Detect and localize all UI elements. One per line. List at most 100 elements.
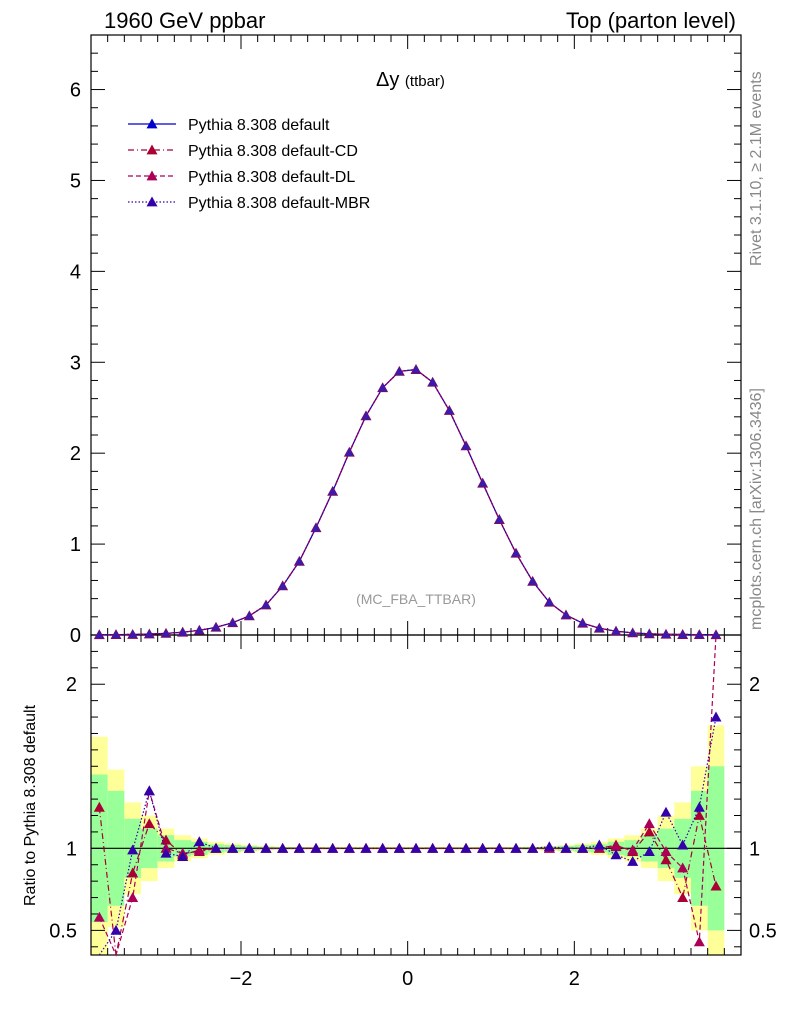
ratio-data-point xyxy=(710,880,722,891)
ratio-data-point xyxy=(427,842,439,853)
ratio-data-point xyxy=(143,785,155,796)
legend-marker xyxy=(146,118,158,129)
header-left: 1960 GeV ppbar xyxy=(104,8,266,33)
main-data-point xyxy=(211,622,221,631)
ratio-data-point xyxy=(693,936,705,947)
main-data-point xyxy=(494,515,504,524)
legend-entry-label: Pythia 8.308 default xyxy=(188,117,330,134)
main-data-point xyxy=(111,630,121,639)
main-data-point xyxy=(644,629,654,638)
main-data-point xyxy=(478,478,488,487)
main-data-point xyxy=(661,629,671,638)
main-data-point xyxy=(261,600,271,609)
ratio-data-point xyxy=(127,844,139,855)
ratio-data-point xyxy=(160,847,172,858)
main-y-tick-label: 5 xyxy=(70,170,81,192)
ratio-data-point xyxy=(243,842,255,853)
legend-entry-label: Pythia 8.308 default-CD xyxy=(188,143,358,160)
main-data-point xyxy=(244,611,254,620)
main-data-point xyxy=(178,627,188,636)
main-data-point xyxy=(94,630,104,639)
ratio-series-line xyxy=(98,634,717,957)
main-y-tick-label: 4 xyxy=(70,261,81,283)
ratio-data-point xyxy=(643,846,655,857)
main-data-point xyxy=(378,383,388,392)
main-y-tick-label: 1 xyxy=(70,534,81,556)
main-y-tick-label: 2 xyxy=(70,443,81,465)
main-data-point xyxy=(411,365,421,374)
analysis-watermark: (MC_FBA_TTBAR) xyxy=(356,591,476,607)
ratio-data-point xyxy=(343,842,355,853)
ratio-data-point xyxy=(93,801,105,812)
ratio-data-point xyxy=(227,842,239,853)
main-y-tick-label: 3 xyxy=(70,352,81,374)
ratio-data-point xyxy=(93,911,105,922)
chart-title: Δy (ttbar) xyxy=(376,69,445,91)
main-data-point xyxy=(628,628,638,637)
main-data-point xyxy=(528,576,538,585)
ratio-data-point xyxy=(277,842,289,853)
ratio-data-point xyxy=(693,810,705,820)
main-data-point xyxy=(294,556,304,565)
main-data-point xyxy=(444,405,454,415)
ratio-data-point xyxy=(293,842,305,853)
main-data-point xyxy=(578,618,588,627)
ratio-data-point xyxy=(527,842,539,853)
ratio-x-tick-label: 2 xyxy=(569,968,580,990)
ratio-data-point xyxy=(677,892,689,902)
main-y-tick-label: 6 xyxy=(70,80,81,102)
main-data-point xyxy=(344,447,354,456)
main-data-point xyxy=(228,618,238,627)
ratio-data-point xyxy=(710,711,722,722)
ratio-data-point xyxy=(260,842,272,853)
ratio-data-point xyxy=(493,842,505,853)
header-right: Top (parton level) xyxy=(566,8,736,33)
ratio-x-tick-label: 0 xyxy=(402,968,413,990)
main-data-point xyxy=(194,625,204,634)
ratio-data-point xyxy=(643,818,655,829)
ratio-data-point xyxy=(677,862,689,873)
ratio-data-point xyxy=(610,841,622,852)
ratio-data-point xyxy=(177,851,189,861)
ratio-data-point xyxy=(360,842,372,853)
ratio-data-point xyxy=(477,842,489,853)
ratio-series-line xyxy=(98,807,717,956)
ratio-y-tick-label-right: 2 xyxy=(749,674,760,696)
ratio-data-point xyxy=(143,818,155,829)
main-data-point xyxy=(278,581,288,590)
ratio-data-point xyxy=(193,836,205,847)
ratio-y-tick-label-left: 2 xyxy=(66,674,77,696)
ratio-data-point xyxy=(577,842,589,853)
ratio-y-tick-label-right: 0.5 xyxy=(749,920,777,942)
ratio-data-point xyxy=(110,924,122,935)
ratio-data-point xyxy=(210,842,222,853)
main-data-point xyxy=(711,630,721,639)
ratio-data-point xyxy=(193,846,205,857)
ratio-data-point xyxy=(643,826,655,837)
main-data-point xyxy=(328,486,338,495)
main-data-point xyxy=(361,411,371,420)
ratio-data-point xyxy=(160,834,172,845)
ratio-plot-frame xyxy=(90,634,742,956)
ratio-data-point xyxy=(627,844,639,855)
ratio-series-line xyxy=(98,716,717,956)
main-data-point xyxy=(161,628,171,637)
ratio-data-point xyxy=(443,842,455,853)
legend-entry-label: Pythia 8.308 default-DL xyxy=(188,169,355,186)
ratio-data-point xyxy=(410,842,422,853)
main-data-point xyxy=(694,630,704,639)
main-data-point xyxy=(311,523,321,532)
ratio-data-point xyxy=(627,855,639,866)
ratio-data-point xyxy=(693,801,705,812)
legend-marker xyxy=(146,144,158,155)
main-data-point xyxy=(544,597,554,606)
ratio-data-point xyxy=(127,892,139,902)
main-data-point xyxy=(561,610,571,619)
ratio-data-point xyxy=(310,842,322,853)
ratio-data-point xyxy=(543,841,555,852)
legend-marker xyxy=(146,196,158,207)
main-y-tick-label: 0 xyxy=(70,625,81,647)
ratio-data-point xyxy=(610,849,622,860)
ratio-data-point xyxy=(593,839,605,850)
